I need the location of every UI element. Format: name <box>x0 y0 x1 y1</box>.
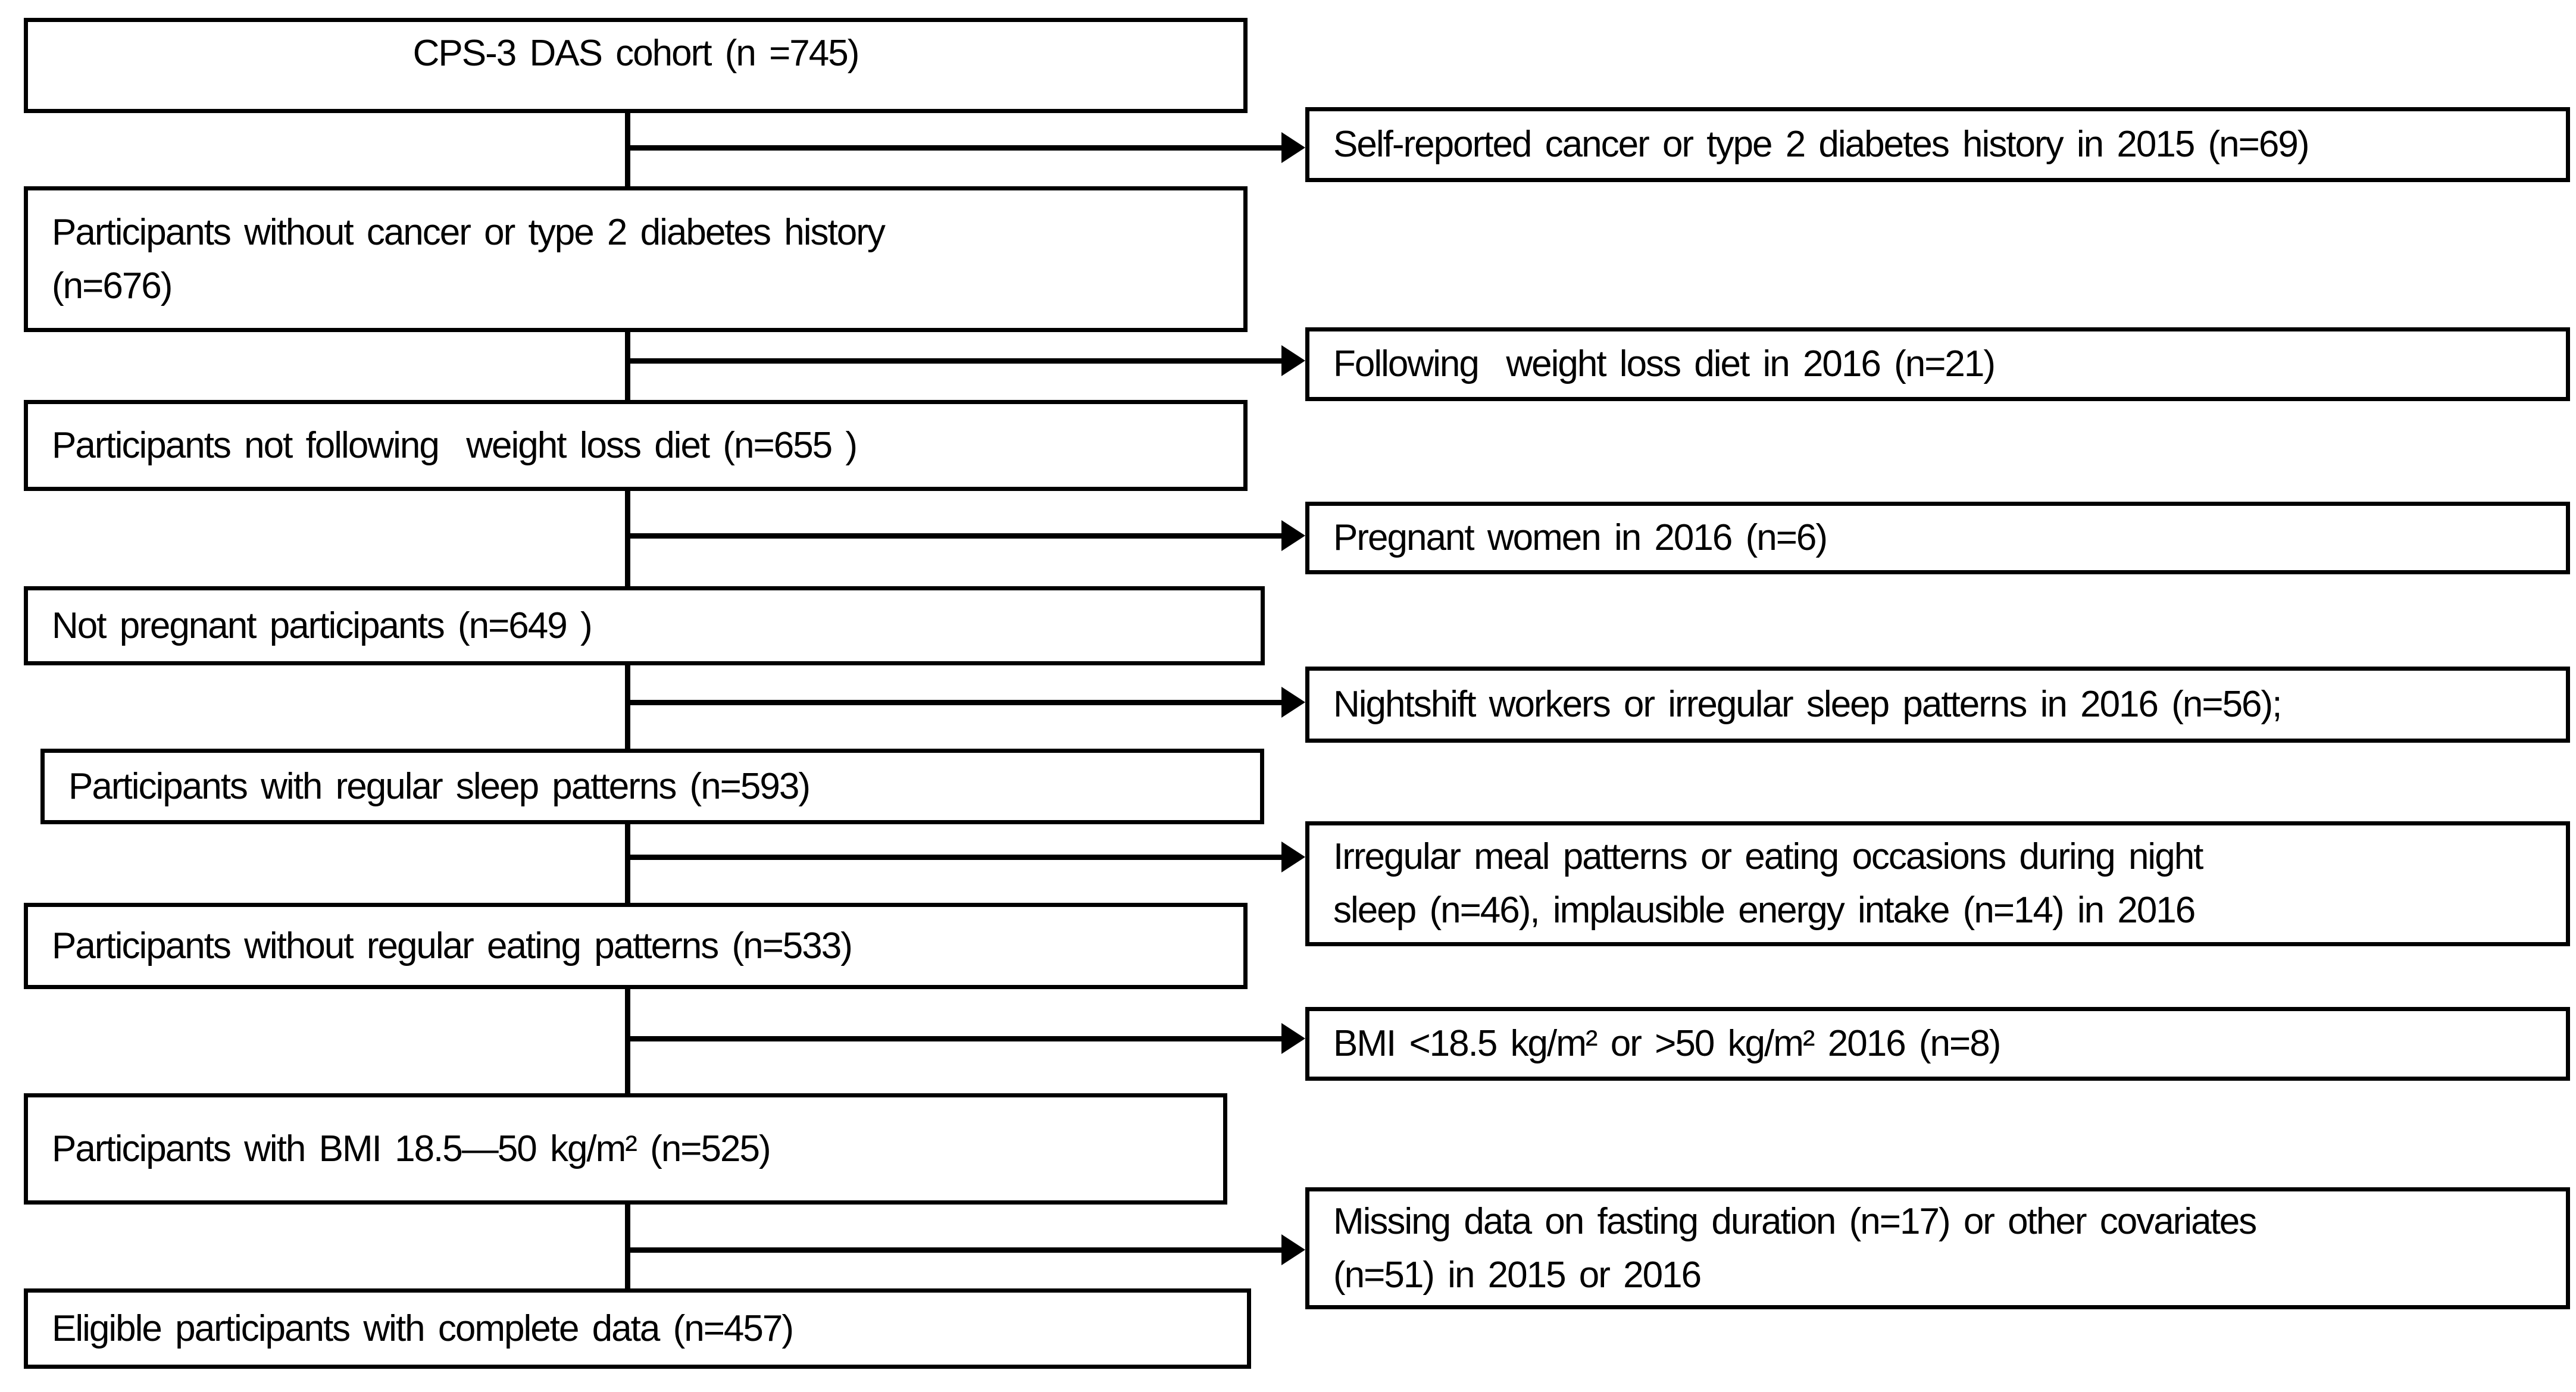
exclusion-arrow-2 <box>628 345 1305 376</box>
arrow-head-icon <box>1281 520 1305 551</box>
exclusion-arrow-7 <box>628 1234 1305 1265</box>
flow-box-label: Participants without regular eating patt… <box>52 925 853 966</box>
arrow-head-icon <box>1281 842 1305 872</box>
arrow-shaft <box>628 855 1284 860</box>
flow-box-label: Not pregnant participants (n=649 ) <box>52 605 593 646</box>
arrow-shaft <box>628 700 1284 705</box>
arrow-head-icon <box>1281 687 1305 718</box>
flow-box-no-weight-loss-diet: Participants not following weight loss d… <box>24 400 1248 491</box>
exclusion-box-label: Following weight loss diet in 2016 (n=21… <box>1333 343 1996 385</box>
exclusion-box-cancer-diabetes: Self-reported cancer or type 2 diabetes … <box>1305 107 2570 182</box>
flow-box-no-cancer-diabetes: Participants without cancer or type 2 di… <box>24 186 1248 332</box>
flow-box-label: CPS-3 DAS cohort (n =745) <box>412 33 860 74</box>
arrow-shaft <box>628 1247 1284 1253</box>
exclusion-box-nightshift: Nightshift workers or irregular sleep pa… <box>1305 667 2570 743</box>
arrow-head-icon <box>1281 1234 1305 1265</box>
exclusion-box-label: Self-reported cancer or type 2 diabetes … <box>1333 124 2309 165</box>
flow-box-cohort: CPS-3 DAS cohort (n =745) <box>24 18 1248 113</box>
flow-box-label: Participants with BMI 18.5—50 kg/m² (n=5… <box>52 1128 771 1169</box>
exclusion-box-label: Pregnant women in 2016 (n=6) <box>1333 517 1828 559</box>
flow-box-label: Eligible participants with complete data… <box>52 1307 794 1349</box>
exclusion-arrow-5 <box>628 842 1305 872</box>
exclusion-arrow-3 <box>628 520 1305 551</box>
exclusion-box-label: BMI <18.5 kg/m² or >50 kg/m² 2016 (n=8) <box>1333 1023 2001 1065</box>
flow-box-regular-sleep: Participants with regular sleep patterns… <box>40 749 1264 824</box>
arrow-shaft <box>628 145 1284 151</box>
flow-box-label: Participants with regular sleep patterns… <box>68 765 811 807</box>
flow-box-eligible: Eligible participants with complete data… <box>24 1288 1251 1369</box>
exclusion-box-irregular-meals: Irregular meal patterns or eating occasi… <box>1305 821 2570 946</box>
flow-box-label: Participants not following weight loss d… <box>52 424 858 466</box>
exclusion-box-label: Missing data on fasting duration (n=17) … <box>1333 1200 2257 1296</box>
exclusion-arrow-6 <box>628 1023 1305 1054</box>
flow-box-label: Participants without cancer or type 2 di… <box>52 211 886 306</box>
arrow-shaft <box>628 1036 1284 1041</box>
flow-box-regular-eating: Participants without regular eating patt… <box>24 903 1248 989</box>
flow-spine-line <box>625 110 630 1288</box>
exclusion-box-weight-loss-diet: Following weight loss diet in 2016 (n=21… <box>1305 327 2570 401</box>
exclusion-box-pregnant: Pregnant women in 2016 (n=6) <box>1305 502 2570 574</box>
exclusion-box-bmi-outside: BMI <18.5 kg/m² or >50 kg/m² 2016 (n=8) <box>1305 1007 2570 1081</box>
arrow-shaft <box>628 358 1284 364</box>
exclusion-arrow-1 <box>628 132 1305 163</box>
exclusion-arrow-4 <box>628 687 1305 718</box>
arrow-head-icon <box>1281 1023 1305 1054</box>
exclusion-box-label: Nightshift workers or irregular sleep pa… <box>1333 684 2282 725</box>
flow-box-not-pregnant: Not pregnant participants (n=649 ) <box>24 586 1265 665</box>
arrow-head-icon <box>1281 132 1305 163</box>
exclusion-box-missing-data: Missing data on fasting duration (n=17) … <box>1305 1187 2570 1309</box>
arrow-head-icon <box>1281 345 1305 376</box>
flow-box-bmi-range: Participants with BMI 18.5—50 kg/m² (n=5… <box>24 1093 1227 1205</box>
exclusion-box-label: Irregular meal patterns or eating occasi… <box>1333 836 2203 931</box>
arrow-shaft <box>628 533 1284 539</box>
